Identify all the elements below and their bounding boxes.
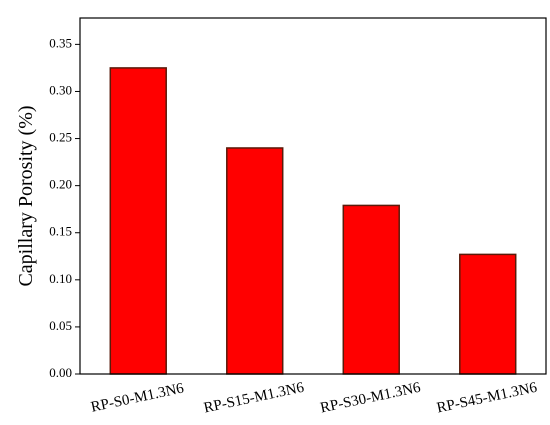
y-tick-label: 0.25 xyxy=(49,130,72,145)
y-tick-label: 0.00 xyxy=(49,365,72,380)
plot-frame xyxy=(79,17,547,375)
y-tick-label: 0.05 xyxy=(49,318,72,333)
x-tick-label: RP-S45-M1.3N6 xyxy=(435,380,539,417)
y-axis-label: Capillary Porosity (%) xyxy=(15,105,37,286)
y-tick-label: 0.10 xyxy=(49,271,72,286)
x-tick-label: RP-S0-M1.3N6 xyxy=(89,380,185,415)
bar xyxy=(342,204,400,375)
y-tick-label: 0.35 xyxy=(49,35,72,50)
bar xyxy=(459,253,517,375)
y-tick-label: 0.20 xyxy=(49,177,72,192)
bar xyxy=(226,147,284,375)
x-tick-label: RP-S15-M1.3N6 xyxy=(202,380,306,417)
bar xyxy=(109,67,167,375)
y-tick-label: 0.15 xyxy=(49,224,72,239)
x-tick-label: RP-S30-M1.3N6 xyxy=(319,380,423,417)
y-tick-label: 0.30 xyxy=(49,82,72,97)
